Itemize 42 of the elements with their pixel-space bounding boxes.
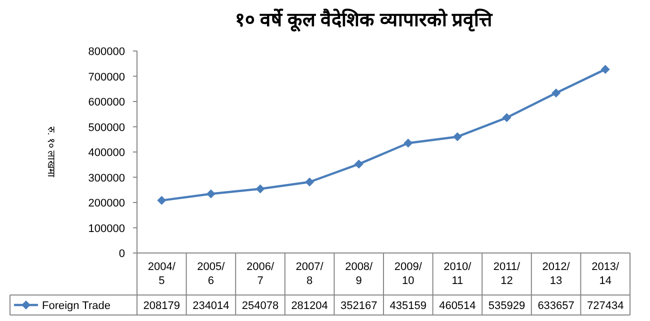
- x-tick-label: 2007/8: [296, 261, 324, 287]
- data-label: 633657: [538, 300, 574, 312]
- y-tick-label: 0: [118, 248, 125, 260]
- point: [452, 132, 462, 142]
- y-tick-label: 600000: [88, 96, 125, 108]
- x-tick-label: 2011/12: [493, 261, 522, 287]
- point: [305, 177, 314, 186]
- point: [552, 88, 561, 98]
- data-label: 281204: [291, 300, 328, 312]
- x-tick-label: 2013/14: [592, 261, 620, 287]
- x-tick-label: 2012/13: [542, 261, 571, 287]
- data-label: 460514: [439, 300, 476, 312]
- data-label: 435159: [390, 300, 427, 312]
- x-tick-label: 2010/11: [444, 261, 472, 287]
- x-tick-label: 2008/9: [345, 261, 374, 287]
- point: [354, 160, 364, 169]
- point: [600, 64, 610, 74]
- x-tick-label: 2009/10: [394, 261, 423, 287]
- legend-label: Foreign Trade: [42, 300, 110, 312]
- chart-title: १० वर्षे कूल वैदेशिक व्यापारको प्रवृत्ति: [234, 8, 494, 32]
- point: [157, 196, 166, 205]
- data-label: 208179: [143, 300, 180, 312]
- y-tick-label: 500000: [88, 122, 125, 134]
- point: [502, 113, 512, 122]
- point: [256, 184, 265, 194]
- y-axis-title: रु. १० लाखमा: [45, 126, 56, 178]
- y-tick-label: 400000: [88, 147, 125, 159]
- y-tick-label: 200000: [88, 198, 125, 210]
- x-tick-label: 2004/5: [148, 261, 176, 287]
- data-label: 254078: [242, 300, 279, 312]
- point: [206, 189, 216, 198]
- data-label: 234014: [192, 300, 230, 312]
- y-tick-label: 100000: [88, 222, 125, 235]
- point: [404, 138, 413, 148]
- x-tick-label: 2006/7: [246, 261, 275, 287]
- y-tick-label: 700000: [88, 71, 125, 84]
- data-label: 352167: [340, 300, 378, 312]
- data-label: 535929: [488, 300, 526, 312]
- x-tick-label: 2005/6: [197, 261, 226, 287]
- data-label: 727434: [586, 300, 624, 312]
- y-tick-label: 300000: [88, 172, 125, 184]
- y-tick-label: 800000: [88, 46, 125, 58]
